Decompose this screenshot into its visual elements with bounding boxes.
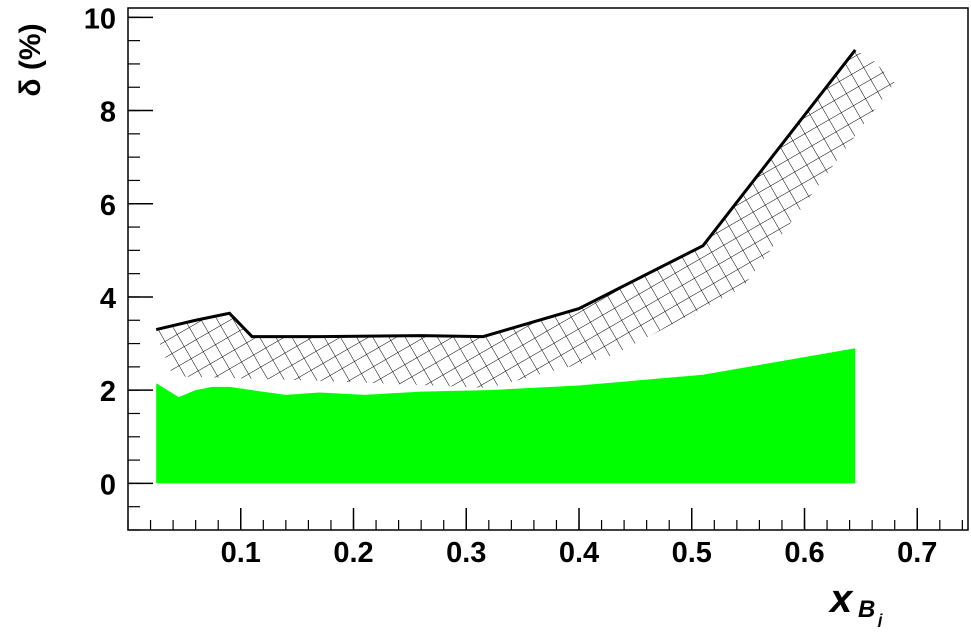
x-tick-label: 0.7 xyxy=(897,537,937,569)
x-label-main: x xyxy=(828,577,854,621)
y-axis-label: δ (%) xyxy=(14,23,47,96)
x-label-sub: B xyxy=(858,596,875,623)
y-tick-label: 2 xyxy=(100,376,116,408)
y-tick-label: 4 xyxy=(100,283,116,315)
x-tick-label: 0.1 xyxy=(221,537,261,569)
y-tick-label: 8 xyxy=(100,97,116,129)
x-tick-label: 0.6 xyxy=(784,537,824,569)
x-tick-label: 0.2 xyxy=(333,537,373,569)
x-axis-label: x B j xyxy=(828,577,883,629)
green-band xyxy=(156,348,856,484)
hatched-band xyxy=(156,49,895,388)
y-tick-label: 10 xyxy=(84,3,116,35)
x-tick-label: 0.3 xyxy=(446,537,486,569)
y-tick-label: 0 xyxy=(100,469,116,501)
upper-line xyxy=(155,49,857,339)
x-label-subsub: j xyxy=(876,612,883,627)
plot-frame xyxy=(127,7,969,531)
y-tick-label: 6 xyxy=(100,190,116,222)
x-tick-label: 0.4 xyxy=(559,537,599,569)
x-tick-label: 0.5 xyxy=(672,537,712,569)
